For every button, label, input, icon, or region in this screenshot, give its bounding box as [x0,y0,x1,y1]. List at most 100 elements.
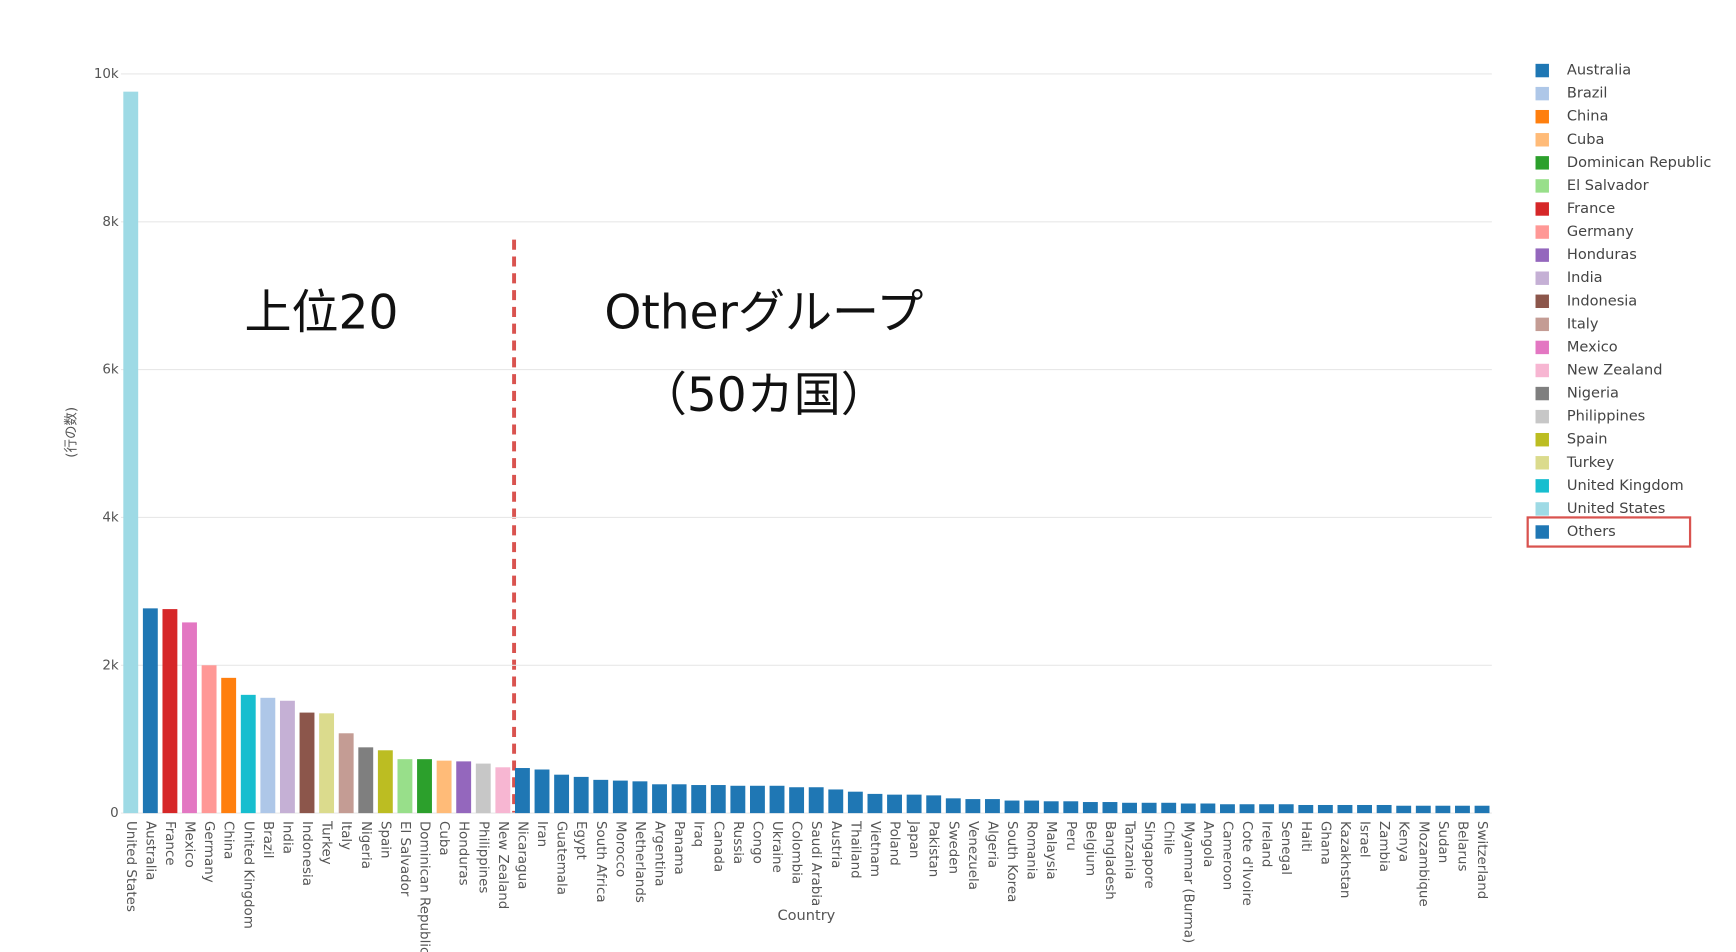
legend-swatch [1535,225,1549,239]
x-tick-label: Switzerland [1474,821,1489,899]
bar [1220,804,1235,814]
legend-label: Italy [1567,315,1599,332]
legend-label: United Kingdom [1567,477,1684,494]
y-tick-label: 8k [102,215,119,230]
x-tick-label: Iran [534,821,549,847]
legend-swatch [1535,456,1549,470]
x-tick-label: France [162,821,177,866]
bar [1317,804,1333,814]
x-tick-label: South Korea [1004,821,1019,902]
legend-swatch [1535,202,1549,216]
bar [397,759,413,814]
legend-label: Mexico [1567,338,1618,355]
bar [1259,804,1275,814]
legend-swatch [1535,156,1549,170]
bar [632,781,648,814]
bar [1474,805,1490,814]
bar [671,784,687,814]
x-tick-label: United States [123,821,138,912]
x-tick-label: Belgium [1082,821,1097,876]
x-tick-label: Israel [1357,821,1372,858]
bar [221,677,237,814]
legend-swatch [1535,294,1549,308]
legend-swatch [1535,109,1549,124]
bar [926,795,942,814]
x-tick-label: Dominican Republic [417,821,432,952]
bar [1376,804,1392,814]
bar [1004,800,1020,814]
legend-swatch [1535,271,1549,285]
x-tick-label: Philippines [475,821,490,893]
x-tick-label: Canada [710,821,725,872]
x-tick-label: Chile [1161,821,1176,855]
bar [338,733,354,814]
y-tick-label: 4k [102,510,119,525]
legend-label: China [1567,108,1609,125]
legend-label: El Salvador [1567,177,1649,194]
bar [1357,804,1372,814]
y-tick-label: 10k [94,67,119,82]
x-tick-label: Germany [201,821,216,883]
bar [1161,802,1177,814]
x-tick-label: Egypt [573,821,588,860]
annotation: Otherグループ [604,285,923,340]
bar [279,700,295,814]
bar [495,767,511,814]
x-tick-label: Nicaragua [514,821,529,889]
x-tick-label: Ukraine [769,821,784,873]
bar [182,622,197,814]
x-tick-label: Cuba [436,821,451,856]
bar [417,759,432,814]
bar [475,763,491,814]
x-tick-label: Romania [1024,821,1039,880]
bar [1043,801,1059,814]
legend-swatch [1535,409,1549,424]
x-tick-label: China [221,821,236,859]
x-tick-label: Senegal [1278,821,1293,875]
bar [1415,805,1431,814]
legend-swatch [1535,525,1549,539]
x-tick-label: Vietnam [867,821,882,877]
bar [985,799,1000,814]
x-tick-label: Bangladesh [1102,821,1117,900]
legend-label: Nigeria [1567,385,1619,402]
legend-swatch [1535,432,1549,447]
x-tick-label: Austria [828,821,843,868]
x-tick-label: Angola [1200,821,1215,867]
x-tick-label: Tanzania [1122,820,1137,880]
x-tick-label: Kenya [1396,821,1411,862]
legend-label: Others [1567,523,1616,540]
bar [1063,801,1079,814]
bar [123,91,139,814]
x-tick-label: Italy [338,821,353,850]
highlight-box [1526,516,1692,548]
x-tick-label: El Salvador [397,821,412,897]
bar [945,798,961,814]
bar [710,785,726,814]
x-tick-label: Belarus [1454,821,1469,871]
bar [142,608,158,814]
bar [1239,804,1255,814]
bar [201,665,217,814]
bar [867,793,883,814]
x-tick-label: Pakistan [926,821,941,877]
legend-swatch [1535,133,1549,147]
legend-swatch [1535,86,1549,101]
y-tick-label: 6k [102,363,119,378]
x-tick-label: Sudan [1435,821,1450,863]
x-tick-label: Sweden [945,821,960,874]
bar [769,785,785,814]
x-tick-label: Cameroon [1219,821,1234,890]
bar [162,609,178,814]
bar [299,712,315,814]
x-tick-label: Cote d'Ivoire [1239,821,1254,906]
x-tick-label: Venezuela [965,821,980,890]
legend-swatch [1535,340,1549,355]
bar [612,780,628,814]
x-tick-label: Panama [671,821,686,875]
bar [1298,804,1314,814]
x-tick-label: Russia [730,821,745,864]
legend-label: Indonesia [1567,292,1637,309]
legend-label: Philippines [1567,408,1645,425]
bar [377,750,393,814]
